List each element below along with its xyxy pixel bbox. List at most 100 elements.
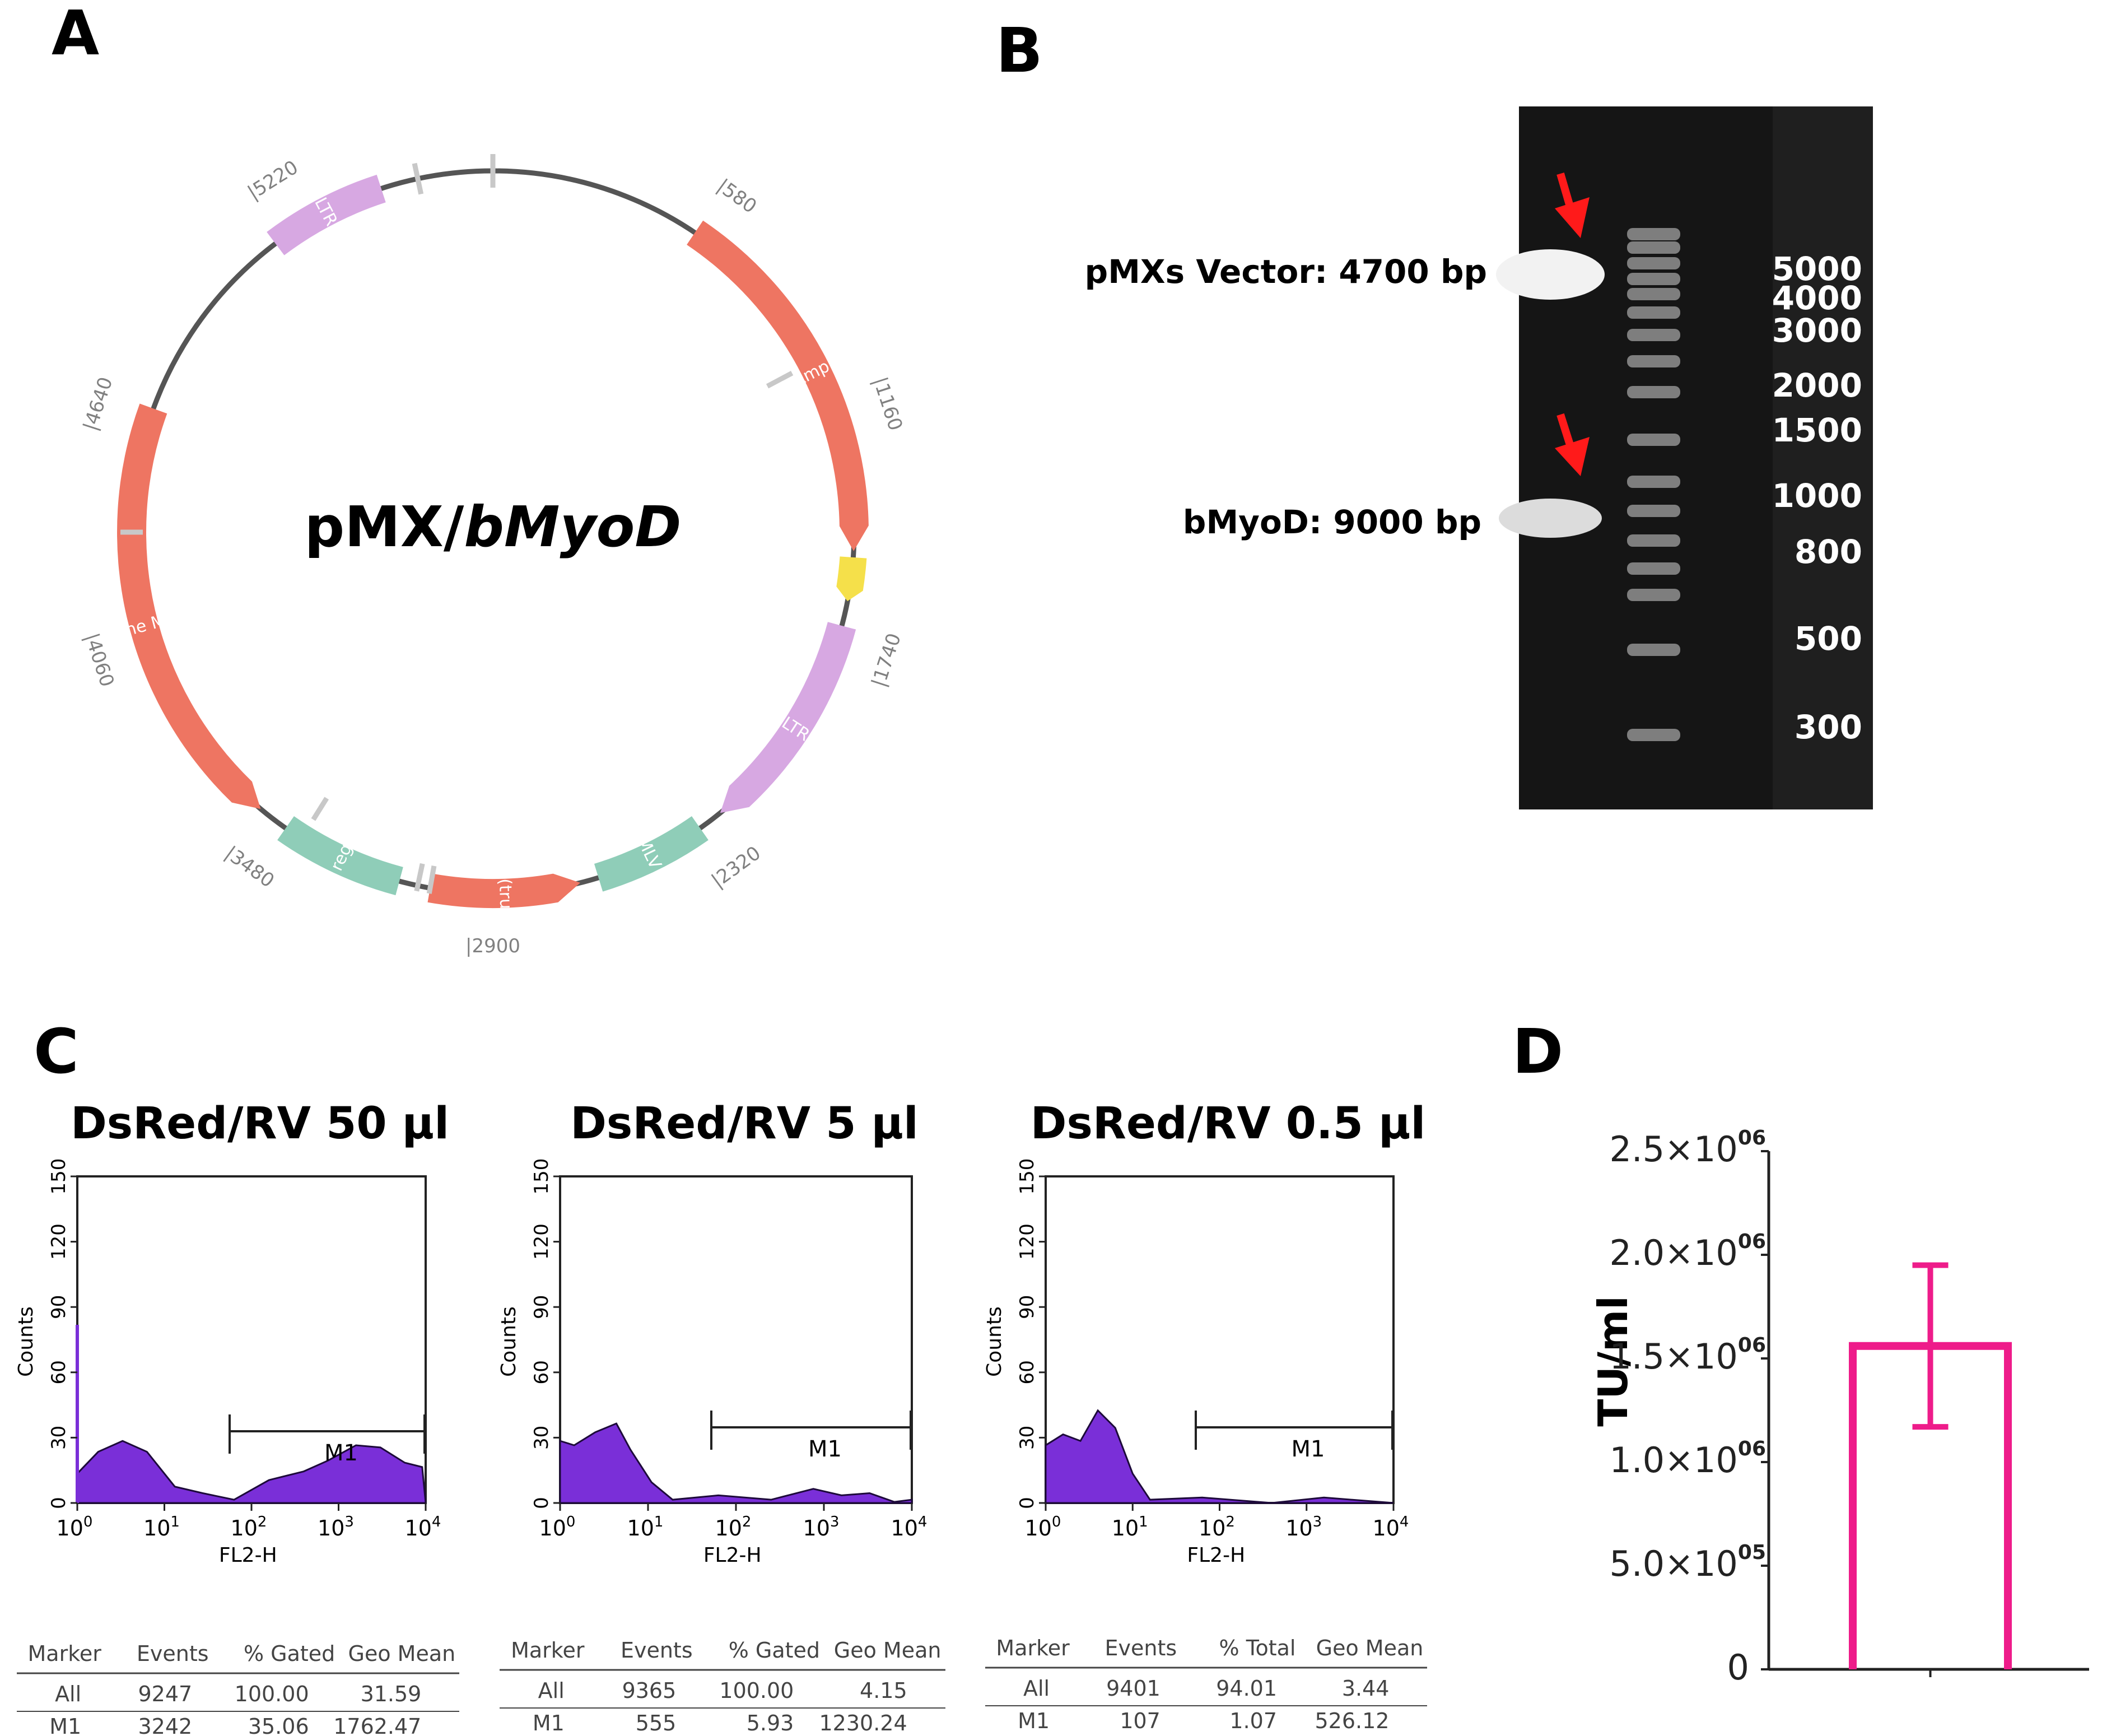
flow-x-tick-label: 103 <box>1285 1514 1322 1540</box>
flow-table-header: Marker <box>996 1636 1070 1660</box>
flow-table-header: Events <box>137 1641 209 1666</box>
flow-x-tick-exp: 4 <box>432 1514 441 1530</box>
flow-x-tick-label: 100 <box>57 1514 93 1540</box>
bar-y-tick-exp: 06 <box>1738 1334 1766 1357</box>
flow-table-cell: 3242 <box>138 1714 192 1736</box>
flow-table-cell: M1 <box>533 1711 565 1735</box>
flow-table-cell: 9365 <box>622 1678 677 1703</box>
flow-table-cell: 31.59 <box>361 1682 422 1706</box>
gel-ladder-band <box>1627 434 1680 446</box>
plasmid-title: pMX/bMyoD <box>305 494 682 560</box>
flow-table-cell: 4.15 <box>860 1678 907 1703</box>
flow-x-tick-label: 104 <box>405 1514 441 1540</box>
flow-table-cell: 1230.24 <box>819 1711 907 1735</box>
plasmid-position-label: |580 <box>713 175 761 218</box>
flow-y-tick-label: 30 <box>1016 1426 1038 1450</box>
flow-x-tick-label: 104 <box>1373 1514 1409 1540</box>
red-arrow-bottom <box>1555 413 1590 476</box>
gel-ladder-label: 3000 <box>1772 311 1862 350</box>
gel-ladder-label: 1000 <box>1772 477 1862 515</box>
gel-label-bmyod: bMyoD: 9000 bp <box>1183 503 1481 541</box>
flow-panel-title: DsRed/RV 5 µl <box>570 1099 919 1149</box>
gel-ladder-band <box>1627 534 1680 547</box>
flow-table-header: Events <box>621 1638 693 1663</box>
flow-x-tick-label: 103 <box>318 1514 354 1540</box>
gel-ladder-band <box>1627 729 1680 741</box>
gel-ladder-band <box>1627 241 1680 254</box>
flow-x-tick-exp: 3 <box>830 1514 840 1530</box>
flow-table-header: Events <box>1105 1636 1177 1660</box>
flow-table-header: % Total <box>1219 1636 1296 1660</box>
gel-ladder-band <box>1627 355 1680 367</box>
flow-table-cell: 555 <box>636 1711 677 1735</box>
plasmid-title-italic: bMyoD <box>464 494 681 560</box>
flow-table-cell: 526.12 <box>1315 1709 1390 1733</box>
gel-band-bmyod <box>1499 499 1602 538</box>
flow-histogram <box>1045 1409 1394 1504</box>
gel-ladder-label: 4000 <box>1772 279 1862 317</box>
plasmid-feature <box>687 220 869 551</box>
plasmid-title-plain: pMX/ <box>305 494 464 560</box>
flow-table-header: Marker <box>511 1638 585 1663</box>
gel-ladder-label: 300 <box>1795 708 1862 746</box>
flow-table-cell: 35.06 <box>248 1714 309 1736</box>
flow-table-cell: 100.00 <box>719 1678 794 1703</box>
plasmid-site-mark <box>426 865 437 894</box>
gel-ladder-band <box>1627 505 1680 517</box>
flow-y-tick-label: 30 <box>530 1426 553 1450</box>
panel-label-b: B <box>996 15 1043 86</box>
plasmid-position-label: |4640 <box>79 374 117 434</box>
flow-y-tick-label: 120 <box>1016 1223 1038 1260</box>
flow-x-tick-label: 102 <box>715 1514 752 1540</box>
flow-table-cell: 3.44 <box>1342 1676 1390 1701</box>
gel-ladder-band <box>1627 589 1680 601</box>
plasmid-site-mark <box>412 162 424 195</box>
flow-table-cell: 100.00 <box>235 1682 309 1706</box>
flow-x-tick-exp: 2 <box>1225 1514 1235 1530</box>
bar-y-tick-label: 2.0×1006 <box>1609 1230 1766 1273</box>
flow-ylabel: Counts <box>983 1306 1006 1377</box>
bar-y-tick-exp: 05 <box>1738 1541 1766 1564</box>
gel-ladder-band <box>1627 386 1680 398</box>
bar-y-tick-exp: 06 <box>1738 1127 1766 1149</box>
gel-ladder-label: 800 <box>1795 533 1862 571</box>
flow-table-cell: 9401 <box>1106 1676 1160 1701</box>
flow-table-cell: All <box>1023 1676 1050 1701</box>
flow-table-cell: M1 <box>49 1714 81 1736</box>
flow-x-tick-exp: 2 <box>258 1514 267 1530</box>
flow-y-tick-label: 120 <box>530 1223 553 1260</box>
flow-x-tick-label: 103 <box>803 1514 840 1540</box>
flow-x-tick-label: 101 <box>627 1514 664 1540</box>
gel-ladder-band <box>1627 288 1680 300</box>
flow-x-tick-exp: 0 <box>566 1514 576 1530</box>
gel-ladder-band <box>1627 273 1680 285</box>
flow-x-tick-label: 104 <box>891 1514 928 1540</box>
plasmid-site-mark <box>766 370 794 389</box>
plasmid-position-label: |2320 <box>707 842 765 892</box>
plasmid-feature <box>267 174 386 255</box>
flow-y-tick-label: 90 <box>1016 1295 1038 1319</box>
gel-ladder-band <box>1627 644 1680 656</box>
plasmid-feature <box>594 816 709 892</box>
plasmid-position-label: |2900 <box>465 935 520 957</box>
gel-ladder-band <box>1627 562 1680 575</box>
flow-table-header: Geo Mean <box>1316 1636 1424 1660</box>
flow-table-cell: 94.01 <box>1216 1676 1277 1701</box>
flow-table-cell: 1762.47 <box>333 1714 421 1736</box>
gel-ladder-band <box>1627 306 1680 319</box>
flow-x-tick-label: 100 <box>539 1514 576 1540</box>
flow-y-tick-label: 150 <box>1016 1158 1038 1195</box>
flow-table-header: % Gated <box>729 1638 820 1663</box>
flow-table-cell: M1 <box>1018 1709 1050 1733</box>
flow-table-cell: All <box>55 1682 81 1706</box>
gel-ladder-label: 1500 <box>1772 411 1862 449</box>
gel-ladder-band <box>1627 228 1680 240</box>
gel-ladder-band <box>1627 257 1680 269</box>
flow-ylabel: Counts <box>15 1306 38 1377</box>
flow-xlabel: FL2-H <box>219 1544 277 1567</box>
gel-ladder-band <box>1627 329 1680 341</box>
flow-x-tick-exp: 3 <box>344 1514 354 1530</box>
flow-x-tick-label: 100 <box>1025 1514 1061 1540</box>
